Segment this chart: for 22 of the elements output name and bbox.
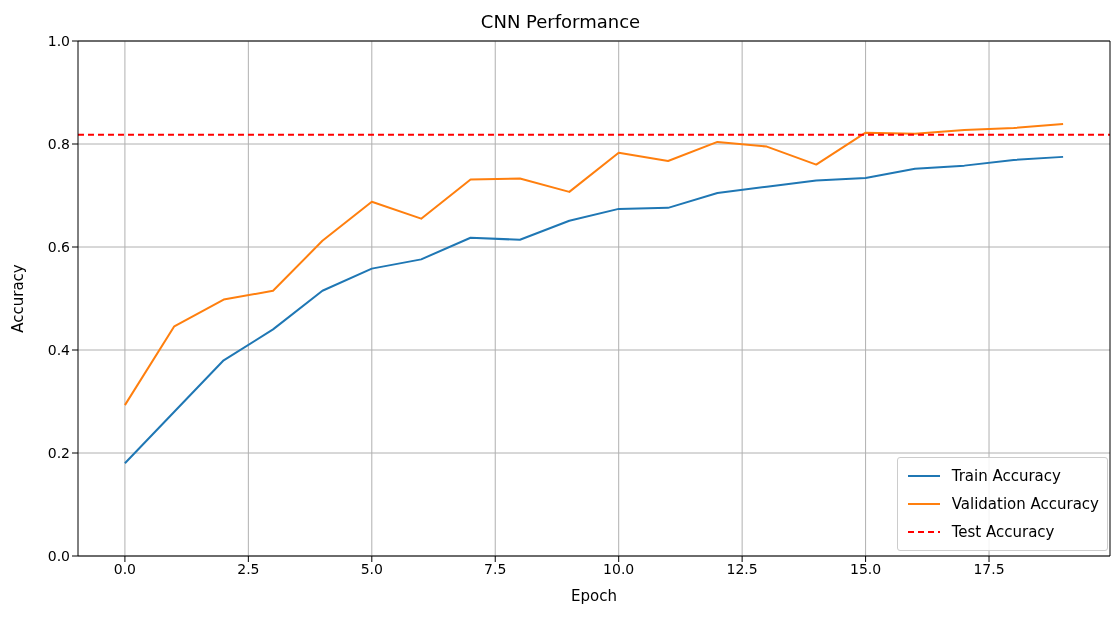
y-tick-label: 1.0 (47, 32, 70, 49)
chart-title: CNN Performance (480, 11, 641, 32)
x-tick-label: 7.5 (484, 560, 507, 577)
legend-label: Validation Accuracy (951, 495, 1099, 513)
line-series (123, 155, 1065, 465)
x-tick-label: 15.0 (849, 560, 882, 577)
y-tick-label: 0.8 (47, 135, 70, 152)
x-tick-label: 17.5 (973, 560, 1005, 577)
x-tick-label: 12.5 (726, 560, 758, 577)
x-tick-label: 10.0 (603, 560, 635, 577)
y-tick-label: 0.0 (47, 547, 70, 564)
legend-label: Train Accuracy (951, 467, 1061, 485)
x-tick-label: 5.0 (360, 560, 383, 577)
x-tick-label: 0.0 (113, 560, 137, 577)
y-tick-label: 0.6 (47, 238, 71, 255)
y-tick-label: 0.4 (47, 341, 71, 358)
x-tick-label: 2.5 (237, 560, 260, 577)
line-series (123, 122, 1065, 407)
y-tick-label: 0.2 (47, 444, 70, 461)
x-axis-title: Epoch (571, 587, 617, 605)
y-axis-title: Accuracy (9, 264, 28, 333)
legend-label: Test Accuracy (951, 523, 1055, 541)
